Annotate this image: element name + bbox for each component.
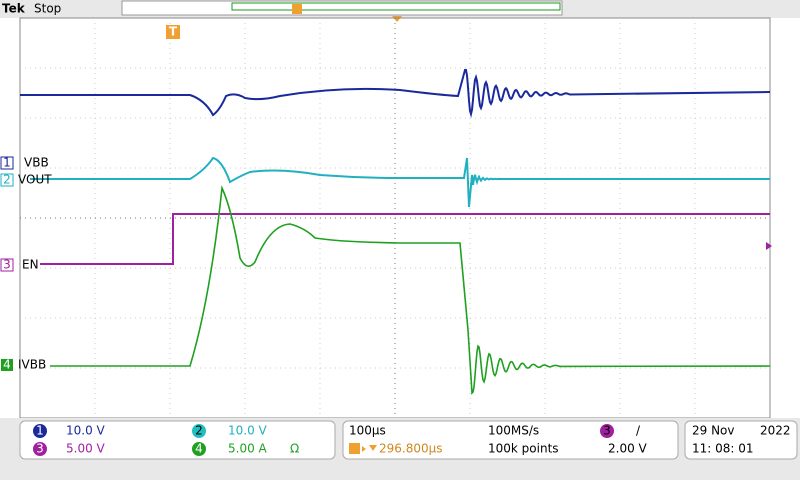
ch1-number: 1 (3, 156, 11, 170)
trigger-level: 2.00 V (608, 442, 648, 456)
ch3-number: 3 (3, 258, 11, 272)
ch3-label: EN (22, 258, 39, 272)
position-triangle (369, 445, 377, 451)
ch3-badge-number: 3 (36, 442, 44, 456)
waveform-ch1 (20, 69, 771, 119)
ch2-marker (0, 173, 14, 187)
ch3-marker (0, 258, 14, 272)
ch3-scale: 5.00 V (66, 442, 106, 456)
ch1-scale: 10.0 V (66, 424, 106, 438)
sample-rate: 100MS/s (488, 424, 539, 438)
record-length: 100k points (488, 442, 559, 456)
ch3-badge (33, 442, 47, 456)
date-day: 29 Nov (692, 424, 735, 438)
time-scale: 100µs (349, 424, 386, 438)
ch4-number: 4 (3, 358, 11, 372)
ch2-number: 2 (3, 173, 11, 187)
record-window (231, 2, 561, 11)
time-of-day: 11: 08: 01 (692, 442, 754, 456)
acquisition-status: Stop (34, 2, 61, 16)
ch1-badge (33, 424, 47, 438)
channel-box (19, 420, 336, 460)
trigger-source-badge (600, 424, 614, 438)
trigger-slope: / (636, 424, 641, 438)
date-box (684, 420, 798, 460)
waveform-ch4 (50, 185, 771, 395)
trigger-marker-box (166, 25, 180, 39)
position-arrow (362, 446, 366, 452)
ch4-marker (1, 359, 13, 371)
trigger-source: 3 (603, 424, 611, 438)
ch4-label: IVBB (18, 358, 46, 372)
timebase-box (342, 420, 679, 460)
ch4-scale: 5.00 A (228, 442, 268, 456)
record-trigger-marker (292, 4, 302, 14)
ch1-label: VBB (24, 156, 49, 170)
ch2-scale: 10.0 V (228, 424, 268, 438)
time-position: 296.800µs (379, 442, 443, 456)
ch1-badge-number: 1 (36, 424, 44, 438)
waveform-ch2 (30, 156, 770, 208)
ch4-impedance: Ω (290, 442, 299, 456)
ch1-marker (0, 156, 14, 170)
position-icon (349, 443, 360, 454)
ch4-badge-number: 4 (195, 442, 203, 456)
date-year: 2022 (760, 424, 791, 438)
ch2-badge-number: 2 (195, 424, 203, 438)
trigger-marker: T (169, 25, 178, 39)
ch2-label: VOUT (18, 173, 52, 187)
brand: Tek (2, 2, 26, 16)
graticule (19, 17, 771, 419)
ch2-badge (192, 424, 206, 438)
waveform-ch3 (40, 213, 770, 265)
trigger-level-marker (766, 242, 772, 250)
ch4-badge (192, 442, 206, 456)
